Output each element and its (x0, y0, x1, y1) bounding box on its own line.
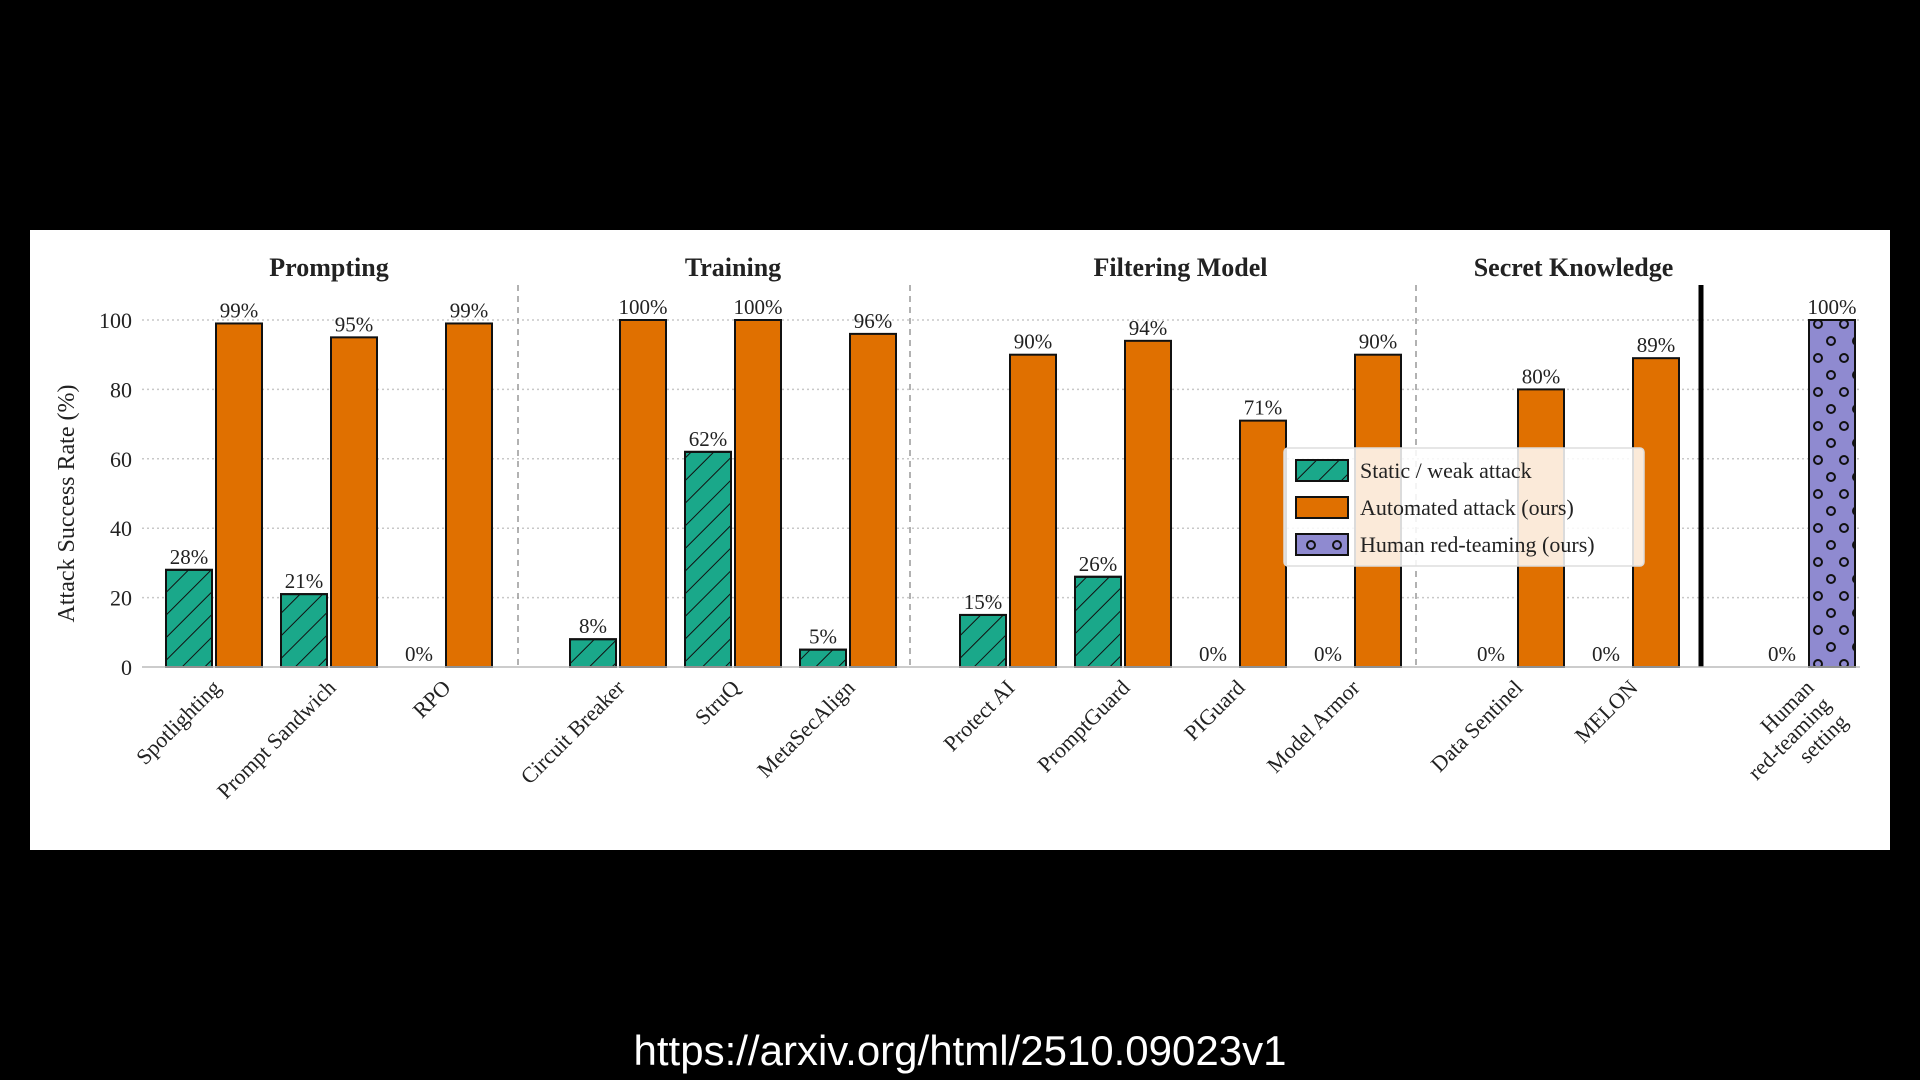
bar-automated (619, 319, 667, 668)
bar-automated (849, 332, 897, 668)
bar-automated (734, 319, 782, 668)
category-label: Protect AI (938, 675, 1019, 756)
y-tick-label: 100 (99, 308, 132, 333)
legend-box (1283, 447, 1645, 567)
data-label: 0% (405, 642, 433, 666)
bar-pattern (569, 638, 617, 668)
data-label: 100% (619, 295, 668, 319)
y-tick-label: 60 (110, 447, 132, 472)
source-url: https://arxiv.org/html/2510.09023v1 (633, 1027, 1287, 1074)
bar-pattern (1074, 575, 1122, 668)
y-tick-label: 40 (110, 516, 132, 541)
data-label: 80% (1522, 364, 1561, 388)
bar-chart: 28% 99% 21% 95% 0% 99% 8% 100% 62% 100% 5% 96% 15% 90… (54, 253, 1860, 804)
category-label: Spotlighting (131, 675, 226, 770)
group-title: Filtering Model (1093, 253, 1267, 282)
legend-label: Static / weak attack (1360, 458, 1532, 483)
data-label: 15% (964, 590, 1003, 614)
bar-automated (1124, 339, 1172, 668)
data-label: 8% (579, 614, 607, 638)
legend-label: Automated attack (ours) (1360, 495, 1574, 520)
y-tick-label: 80 (110, 377, 132, 402)
data-label: 100% (734, 295, 783, 319)
bar-pattern (799, 648, 847, 668)
category-label: Humanred-teamingsetting (1726, 675, 1853, 802)
legend: Static / weak attack Automated attack (ou… (1283, 447, 1645, 567)
data-label: 90% (1359, 330, 1398, 354)
data-label: 0% (1592, 642, 1620, 666)
data-label: 0% (1199, 642, 1227, 666)
category-label: Circuit Breaker (516, 674, 630, 788)
data-label: 99% (220, 298, 259, 322)
category-label: RPO (408, 675, 456, 723)
data-label: 90% (1014, 330, 1053, 354)
bar-automated (215, 322, 263, 668)
data-label: 28% (170, 545, 209, 569)
y-tick-label: 20 (110, 586, 132, 611)
bar-pattern (959, 613, 1007, 669)
data-label: 62% (689, 427, 728, 451)
category-label: MetaSecAlign (752, 675, 860, 783)
bar-automated (1009, 353, 1057, 668)
legend-label: Human red-teaming (ours) (1360, 532, 1595, 557)
bar-automated (330, 336, 378, 668)
data-label: 0% (1314, 642, 1342, 666)
category-label: Data Sentinel (1426, 675, 1528, 777)
group-title: Secret Knowledge (1474, 253, 1674, 282)
bar-pattern (684, 450, 732, 668)
data-label: 71% (1244, 396, 1283, 420)
category-label: Prompt Sandwich (212, 675, 341, 804)
category-label: StruQ (690, 675, 745, 730)
y-axis-title: Attack Success Rate (%) (54, 385, 80, 623)
data-label: 21% (285, 569, 324, 593)
data-label: 94% (1129, 316, 1168, 340)
category-label: PIGuard (1179, 675, 1249, 745)
bar-pattern (1808, 319, 1856, 668)
y-tick-label: 0 (121, 655, 132, 680)
bar-pattern (280, 593, 328, 669)
bars (165, 319, 1856, 669)
bar-automated (445, 322, 493, 668)
legend-swatch (1295, 496, 1349, 519)
data-label: 96% (854, 309, 893, 333)
data-label: 0% (1768, 642, 1796, 666)
data-label: 5% (809, 625, 837, 649)
data-label: 89% (1637, 333, 1676, 357)
data-labels: 28% 99% 21% 95% 0% 99% 8% 100% 62% 100% 5% 96% 15% 90… (170, 295, 1857, 666)
data-label: 95% (335, 312, 374, 336)
group-title: Training (685, 253, 781, 282)
bar-automated (1239, 419, 1287, 668)
data-label: 100% (1808, 295, 1857, 319)
category-label: MELON (1570, 675, 1643, 748)
data-label: 0% (1477, 642, 1505, 666)
category-label: PromptGuard (1032, 675, 1134, 777)
legend-swatch-pattern (1295, 533, 1349, 556)
group-title: Prompting (269, 253, 388, 282)
category-label: Model Armor (1262, 674, 1365, 777)
figure-panel: 28% 99% 21% 95% 0% 99% 8% 100% 62% 100% 5% 96% 15% 90… (30, 230, 1890, 850)
legend-swatch-pattern (1295, 459, 1349, 482)
bar-pattern (165, 568, 213, 668)
data-label: 99% (450, 298, 489, 322)
data-label: 26% (1079, 552, 1118, 576)
